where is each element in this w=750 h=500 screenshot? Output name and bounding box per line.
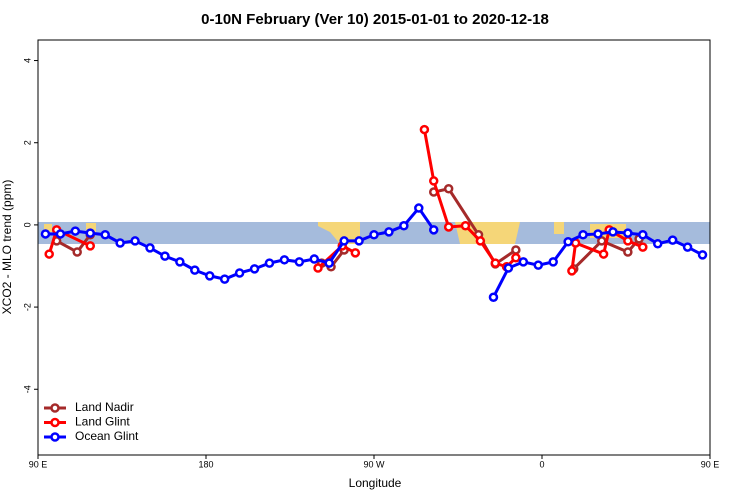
data-point: [511, 253, 521, 263]
chart-title: 0-10N February (Ver 10) 2015-01-01 to 20…: [201, 11, 549, 28]
data-point: [249, 264, 260, 274]
data-point: [548, 257, 558, 267]
data-point: [130, 236, 140, 246]
data-point: [309, 254, 320, 264]
data-point: [313, 263, 323, 273]
data-point: [652, 239, 663, 249]
x-axis-label: Longitude: [349, 476, 402, 490]
data-point: [511, 245, 521, 255]
land-mask: [86, 223, 96, 233]
y-tick-label: -4: [22, 385, 32, 393]
data-point: [190, 265, 200, 275]
data-point: [490, 258, 501, 268]
legend-text: Land Glint: [75, 415, 130, 429]
data-point: [428, 225, 439, 235]
land-mask: [554, 222, 564, 234]
data-point: [638, 242, 648, 252]
data-point: [324, 258, 334, 268]
data-point: [55, 229, 66, 239]
data-point: [623, 228, 633, 238]
data-point: [44, 249, 54, 259]
data-point: [354, 236, 364, 246]
legend-text: Ocean Glint: [75, 429, 139, 443]
data-point: [40, 229, 51, 239]
data-point: [294, 257, 305, 267]
data-point: [279, 255, 290, 265]
data-point: [593, 229, 603, 239]
data-point: [443, 183, 454, 194]
data-point: [428, 176, 439, 186]
x-tick-label: 0: [539, 459, 544, 469]
data-point: [518, 257, 529, 267]
data-point: [85, 241, 96, 251]
x-tick-label: 90 W: [363, 459, 385, 469]
y-tick-label: 0: [22, 222, 32, 227]
y-tick-label: 4: [22, 58, 32, 63]
data-point: [475, 236, 486, 246]
plot-frame: [37, 39, 711, 456]
data-point: [567, 266, 577, 276]
data-point: [460, 220, 471, 231]
x-tick-label: 90 E: [29, 459, 48, 469]
data-point: [503, 263, 514, 273]
data-point: [608, 227, 618, 237]
y-tick-label: -2: [22, 303, 32, 311]
data-point: [419, 124, 430, 135]
legend-marker: [50, 417, 60, 428]
data-point: [264, 258, 275, 268]
data-point: [204, 271, 215, 281]
data-point: [443, 222, 454, 232]
data-point: [578, 230, 588, 240]
data-point: [219, 274, 230, 284]
data-point: [488, 292, 499, 302]
x-tick-label: 90 E: [701, 459, 720, 469]
data-point: [623, 236, 633, 246]
data-point: [175, 257, 185, 267]
x-tick-label: 180: [198, 459, 213, 469]
land-mask: [455, 222, 520, 244]
legend-text: Land Nadir: [75, 400, 134, 414]
legend-marker: [50, 403, 60, 413]
data-point: [115, 238, 125, 248]
data-point: [100, 230, 110, 240]
data-point: [145, 243, 155, 253]
data-point: [533, 260, 544, 270]
data-point: [85, 228, 96, 238]
land-mask: [318, 222, 360, 244]
data-point: [384, 227, 394, 237]
data-point: [72, 247, 82, 257]
data-point: [369, 230, 379, 240]
data-point: [70, 226, 81, 236]
data-point: [160, 251, 170, 261]
data-point: [623, 247, 633, 257]
y-tick-label: 2: [22, 140, 32, 145]
y-axis-label: XCO2 - MLO trend (ppm): [0, 180, 14, 315]
data-point: [350, 248, 361, 258]
data-point: [682, 242, 693, 252]
data-point: [563, 236, 573, 247]
data-point: [339, 236, 349, 246]
data-point: [638, 230, 648, 240]
data-point: [414, 203, 424, 213]
data-point: [598, 249, 609, 259]
land-mask: [44, 224, 52, 232]
data-point: [667, 235, 678, 245]
legend-marker: [50, 432, 60, 442]
data-point: [399, 220, 409, 231]
data-point: [234, 268, 245, 278]
data-point: [697, 250, 708, 260]
